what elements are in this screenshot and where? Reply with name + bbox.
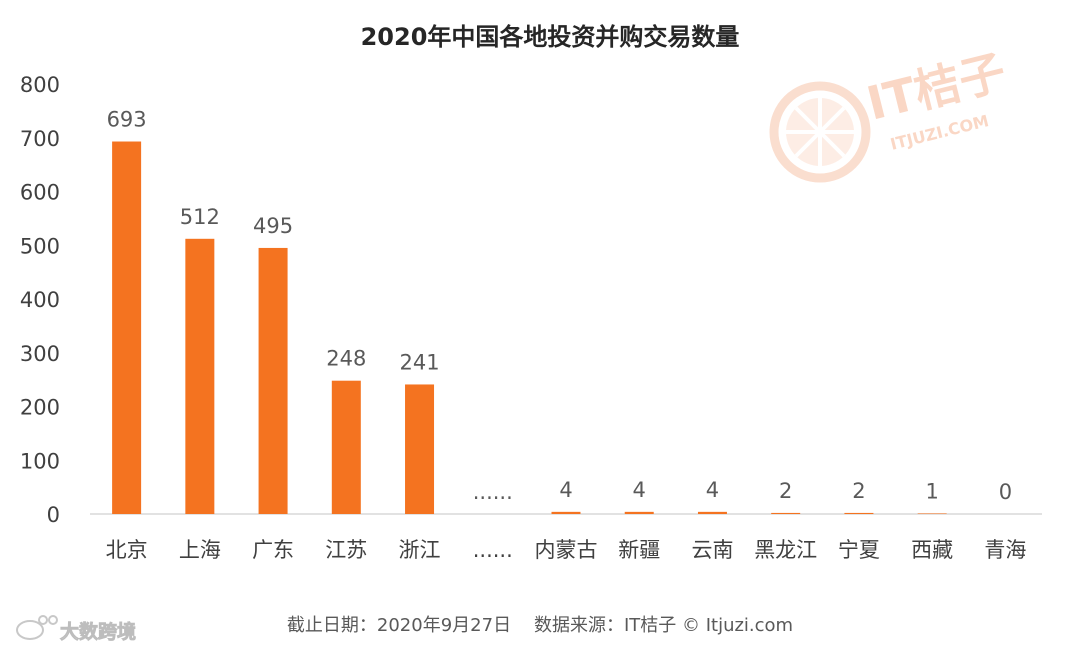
data-label: 4 bbox=[633, 478, 646, 502]
data-label: 1 bbox=[925, 479, 938, 503]
bar bbox=[112, 141, 142, 514]
bar bbox=[917, 513, 947, 514]
x-tick-label: 西藏 bbox=[911, 538, 953, 562]
data-label: 4 bbox=[706, 478, 719, 502]
x-tick-label: 北京 bbox=[106, 538, 148, 562]
bar bbox=[551, 511, 581, 514]
bar bbox=[258, 247, 288, 514]
data-label: 248 bbox=[326, 347, 366, 371]
data-label: 693 bbox=[107, 108, 147, 132]
x-tick-label: 内蒙古 bbox=[535, 538, 598, 562]
category-labels: 北京 上海 广东 江苏 浙江...... 内蒙古 新疆 云南 黑龙江 宁夏 西藏 青海 bbox=[106, 538, 1027, 562]
x-tick-label: 浙江 bbox=[399, 538, 441, 562]
y-tick-label: 800 bbox=[20, 73, 60, 97]
x-tick-label: 广东 bbox=[252, 538, 294, 562]
x-tick-label: 上海 bbox=[179, 538, 221, 562]
orange-slice-icon bbox=[769, 81, 871, 183]
y-tick-label: 500 bbox=[20, 234, 60, 258]
corner-watermark-text: 大数跨境 bbox=[60, 620, 136, 643]
corner-watermark: 大数跨境 bbox=[16, 615, 136, 643]
bar bbox=[405, 384, 435, 514]
y-tick-label: 300 bbox=[20, 342, 60, 366]
x-tick-label: ...... bbox=[473, 538, 513, 562]
data-label: 4 bbox=[559, 478, 572, 502]
x-tick-label: 黑龙江 bbox=[754, 538, 817, 562]
data-label: ...... bbox=[473, 480, 513, 504]
y-tick-label: 700 bbox=[20, 127, 60, 151]
data-label: 495 bbox=[253, 214, 293, 238]
data-label: 241 bbox=[399, 350, 439, 374]
value-labels: 693 512 495 248 241...... 4 4 4 2 2 1 0 bbox=[107, 108, 1013, 504]
bar bbox=[697, 511, 727, 514]
bar bbox=[331, 380, 361, 514]
itjuzi-watermark: IT桔子 ITJUZI.COM bbox=[769, 44, 1011, 183]
y-tick-label: 0 bbox=[47, 503, 60, 527]
bar bbox=[771, 512, 801, 514]
y-tick-label: 600 bbox=[20, 181, 60, 205]
data-label: 512 bbox=[180, 205, 220, 229]
x-tick-label: 青海 bbox=[984, 538, 1026, 562]
data-label: 0 bbox=[999, 480, 1012, 504]
data-label: 2 bbox=[779, 479, 792, 503]
bar bbox=[844, 512, 874, 514]
y-tick-label: 100 bbox=[20, 449, 60, 473]
y-tick-label: 200 bbox=[20, 396, 60, 420]
data-label: 2 bbox=[852, 479, 865, 503]
y-tick-label: 400 bbox=[20, 288, 60, 312]
x-tick-label: 宁夏 bbox=[838, 538, 880, 562]
watermark-brand: IT桔子 bbox=[862, 44, 1011, 130]
bars bbox=[112, 141, 947, 515]
y-axis: 0 100 200 300 400 500 600 700 800 bbox=[20, 73, 60, 527]
x-tick-label: 新疆 bbox=[618, 538, 660, 562]
bar bbox=[185, 238, 215, 515]
bar bbox=[624, 511, 654, 514]
x-tick-label: 江苏 bbox=[325, 538, 367, 562]
chart-title: 2020年中国各地投资并购交易数量 bbox=[361, 23, 740, 51]
source-note: 截止日期：2020年9月27日 数据来源：IT桔子 © Itjuzi.com bbox=[287, 615, 793, 636]
weibo-icon bbox=[16, 615, 58, 640]
x-tick-label: 云南 bbox=[691, 538, 733, 562]
